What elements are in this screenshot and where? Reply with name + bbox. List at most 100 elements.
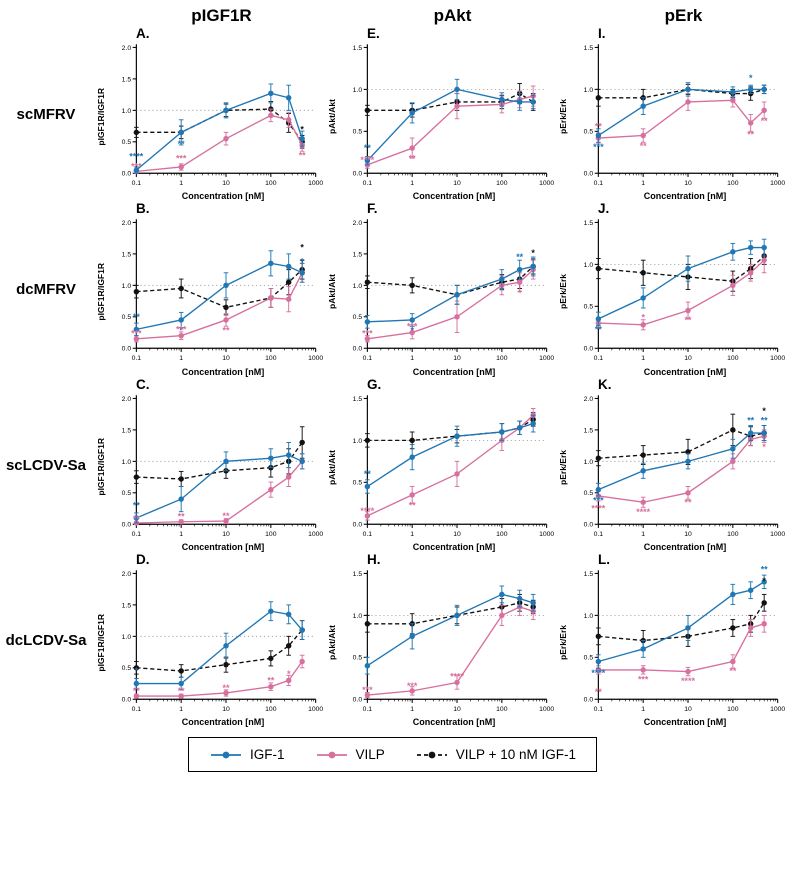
legend-label-vilp: VILP [355,747,385,763]
x-axis-label: Concentration [nM] [643,191,727,202]
plot-area-k: 0.00.51.01.52.00.1 1 10 100 1000******* *****… [584,394,785,537]
svg-text:0.5: 0.5 [353,479,363,486]
svg-text:***: *** [176,154,187,164]
panel-k: K. pErk/Erk 0.0 0.5 1.0 1.5 2.0 0.1 1 10 100 1000… [556,377,786,552]
svg-text:1.0: 1.0 [122,458,132,465]
panel-j: J. pErk/Erk 0.0 0.5 1.0 1.5 0.1 1 10 100 1000 ** *… [556,201,786,376]
svg-text:**: ** [133,500,140,510]
svg-text:1000: 1000 [308,355,323,362]
svg-text:0.5: 0.5 [122,665,132,672]
svg-text:100: 100 [496,180,508,187]
svg-text:*: * [641,313,645,323]
svg-text:**: ** [747,130,754,140]
svg-text:0.0: 0.0 [353,521,363,528]
svg-text:2.0: 2.0 [584,395,594,402]
svg-text:1.0: 1.0 [353,87,363,94]
svg-text:0.1: 0.1 [594,706,604,713]
svg-text:2.0: 2.0 [122,220,132,227]
panel-letter-b: B. [136,201,150,217]
svg-text:10: 10 [453,530,461,537]
y-axis-label: pAkt/Akt [326,274,337,310]
y-axis-label: pAkt/Akt [326,625,337,660]
svg-text:0.0: 0.0 [584,346,594,353]
svg-text:***: *** [638,674,649,684]
svg-text:1000: 1000 [308,180,323,187]
panel-letter-c: C. [136,376,150,392]
svg-text:**: ** [516,252,523,262]
y-axis-label: pIGF1R/IGF1R [95,87,106,146]
svg-text:**: ** [133,514,140,524]
plot-area-e: 0.00.51.01.50.1 1 10 100 1000****** ** [353,44,554,187]
row-label-sclcdv-sa: scLCDV-Sa [5,456,87,474]
svg-text:1.0: 1.0 [353,437,363,444]
svg-text:**: ** [685,497,692,507]
svg-text:****: **** [681,676,695,686]
svg-text:****: **** [450,671,464,681]
svg-text:0.1: 0.1 [594,180,604,187]
panel-letter-h: H. [367,551,381,567]
svg-text:**: ** [364,469,371,479]
svg-text:****: **** [129,152,143,162]
panel-a: A. pIGF1R/IGF1R 0.0 0.5 1.0 1.5 2.0 0.1 1 10 100… [94,26,324,201]
svg-text:**: ** [685,315,692,325]
svg-text:0.0: 0.0 [122,697,132,704]
svg-text:1000: 1000 [539,706,554,713]
svg-text:1.5: 1.5 [353,571,363,578]
svg-text:0.0: 0.0 [584,171,594,178]
svg-text:****: **** [636,506,650,516]
svg-text:*: * [179,326,183,336]
row-label-dcmfrv: dcMFRV [16,281,76,299]
svg-text:0.1: 0.1 [594,355,604,362]
svg-text:1000: 1000 [770,180,785,187]
x-axis-label: Concentration [nM] [181,717,265,728]
svg-text:1.0: 1.0 [122,283,132,290]
plot-area-j: 0.00.51.01.50.1 1 10 100 1000*** ** [584,219,785,362]
svg-text:1: 1 [410,706,414,713]
svg-text:1.5: 1.5 [584,220,594,227]
svg-text:1.0: 1.0 [122,634,132,641]
svg-text:**: ** [299,151,306,161]
svg-text:10: 10 [222,180,230,187]
svg-text:***: *** [362,685,373,695]
svg-text:***: *** [362,329,373,339]
svg-text:1.0: 1.0 [353,613,363,620]
svg-text:1000: 1000 [308,530,323,537]
svg-text:10: 10 [684,706,692,713]
svg-text:**: ** [223,511,230,521]
svg-text:0.1: 0.1 [363,180,373,187]
plot-area-h: 0.00.51.01.50.1 1 10 100 1000*** ******* [353,570,554,713]
svg-text:**: ** [761,415,768,425]
svg-text:**: ** [178,139,185,149]
svg-text:100: 100 [265,530,277,537]
svg-text:0.5: 0.5 [584,304,594,311]
svg-text:0.1: 0.1 [363,706,373,713]
svg-text:1.5: 1.5 [122,252,132,259]
svg-text:1000: 1000 [770,530,785,537]
svg-text:10: 10 [684,355,692,362]
column-title-pigf1r: pIGF1R [191,6,252,25]
svg-text:**: ** [729,666,736,676]
svg-text:0.1: 0.1 [363,355,373,362]
svg-text:0.0: 0.0 [122,171,132,178]
svg-text:0.0: 0.0 [353,171,363,178]
svg-text:**: ** [133,312,140,322]
svg-text:10: 10 [453,706,461,713]
plot-area-c: 0.0 0.5 1.0 1.5 2.0 0.1 1 10 100 1000 ** ** ** ** [122,394,323,537]
svg-text:***: *** [407,322,418,332]
svg-text:***: *** [593,495,604,505]
svg-text:0.5: 0.5 [353,314,363,321]
vilp-plus-igf1-dashed-marker-icon [416,751,447,759]
svg-text:100: 100 [727,706,739,713]
vilp-line-marker-icon [316,751,347,759]
svg-text:1.0: 1.0 [353,283,363,290]
svg-text:1.5: 1.5 [353,395,363,402]
svg-text:0.1: 0.1 [132,530,142,537]
svg-text:10: 10 [453,180,461,187]
x-axis-label: Concentration [nM] [412,191,496,202]
x-axis-label: Concentration [nM] [412,717,496,728]
panel-g: G. pAkt/Akt 0.0 0.5 1.0 1.5 0.1 1 10 100 1000 ** *… [325,377,555,552]
svg-text:0.0: 0.0 [353,346,363,353]
svg-text:100: 100 [265,706,277,713]
panel-c: C. pIGF1R/IGF1R 0.0 0.5 1.0 1.5 2.0 0.1 1 10 100… [94,376,324,552]
